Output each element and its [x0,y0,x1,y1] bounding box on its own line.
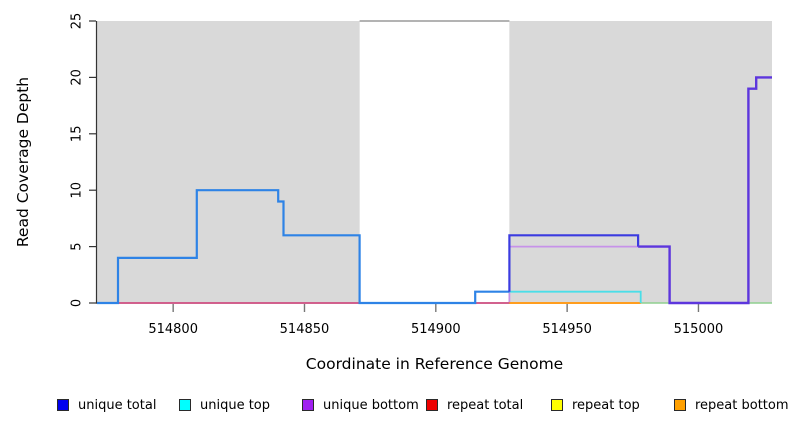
y-tick-label: 20 [70,69,85,86]
legend-item-repeat-bottom: repeat bottom [674,397,789,413]
unique-top-line [509,290,642,303]
y-tick-label: 5 [70,242,85,250]
y-tick-label: 0 [70,299,85,307]
data-lines-layer [97,20,772,305]
legend-swatch-unique-top [179,399,191,411]
legend-item-repeat-top: repeat top [551,397,640,413]
legend-label-repeat-total: repeat total [447,397,524,413]
unique-total-line-right [508,234,640,292]
x-tick-label: 515000 [674,322,724,337]
shaded-region [509,21,772,303]
x-tick-label: 514900 [411,322,461,337]
legend-label-unique-bottom: unique bottom [323,397,419,413]
x-axis-title: Coordinate in Reference Genome [306,355,563,373]
axes-layer: 0 5 10 15 20 25 514800 514850 514900 514950 515000 [70,13,724,337]
y-tick-label: 15 [70,126,85,143]
legend-swatch-unique-bottom [302,399,314,411]
legend-label-repeat-top: repeat top [572,397,640,413]
legend-item-unique-top: unique top [179,397,270,413]
legend-swatch-repeat-top [551,399,563,411]
legend-swatch-repeat-total [426,399,438,411]
y-tick-label: 25 [70,13,85,30]
legend-label-unique-top: unique top [200,397,271,413]
merged-total-bottom-line [638,76,772,305]
x-tick-label: 514800 [148,322,198,337]
x-tick-label: 514850 [280,322,330,337]
unique-total-line-left [97,189,510,305]
legend-swatch-unique-total [57,399,69,411]
legend-item-unique-total: unique total [57,397,156,413]
shaded-region [97,21,360,303]
shaded-regions-layer [97,21,772,303]
y-tick-label: 10 [70,182,85,199]
legend-item-repeat-total: repeat total [426,397,523,413]
legend-swatch-repeat-bottom [674,399,686,411]
x-tick-label: 514950 [542,322,592,337]
y-axis-title: Read Coverage Depth [14,77,32,247]
legend-item-unique-bottom: unique bottom [302,397,419,413]
legend-label-repeat-bottom: repeat bottom [695,397,789,413]
legend-label-unique-total: unique total [78,397,157,413]
